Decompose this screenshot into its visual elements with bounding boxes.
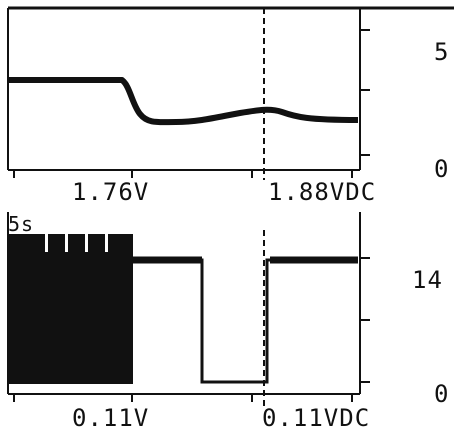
bottom-waveform-trace bbox=[133, 258, 358, 384]
bottom-plot-panel: 5s 0.11V 0.11VDC 14 0 bbox=[0, 210, 454, 433]
bottom-block-notch bbox=[105, 234, 108, 252]
top-plot-panel: 1.76V 1.88VDC 5 0 bbox=[0, 0, 454, 210]
bottom-y-label-min: 0 bbox=[434, 380, 450, 408]
bottom-block-notch bbox=[85, 234, 88, 252]
top-x-label-right: 1.88VDC bbox=[268, 178, 377, 206]
bottom-oscillation-block bbox=[8, 234, 133, 384]
top-y-label-min: 0 bbox=[434, 155, 450, 183]
bottom-block-notch bbox=[65, 234, 68, 252]
top-x-label-left: 1.76V bbox=[72, 178, 150, 206]
bottom-x-label-left: 0.11V bbox=[72, 404, 150, 432]
bottom-y-label-max: 14 bbox=[412, 266, 443, 294]
bottom-x-label-right: 0.11VDC bbox=[262, 404, 371, 432]
bottom-time-label: 5s bbox=[8, 212, 35, 236]
top-plot-svg bbox=[7, 6, 454, 180]
top-y-label-max: 5 bbox=[434, 38, 450, 66]
bottom-block-notch bbox=[45, 234, 48, 252]
bottom-plot-svg bbox=[7, 212, 370, 406]
top-waveform-trace bbox=[8, 77, 359, 126]
